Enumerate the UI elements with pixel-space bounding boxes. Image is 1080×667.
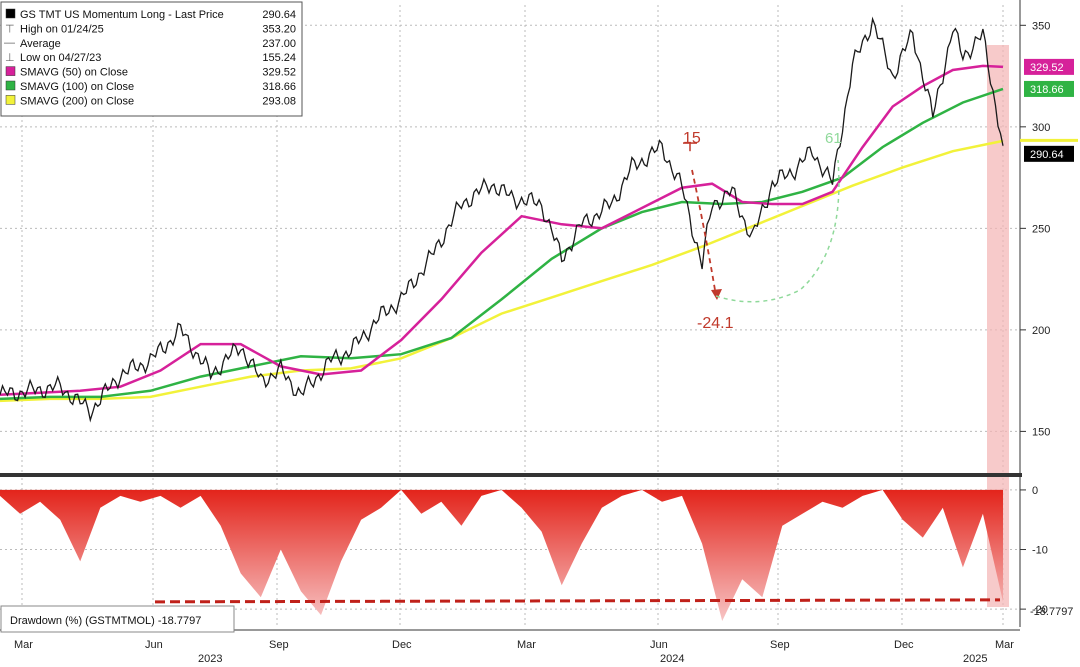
lower-legend-text: Drawdown (%) (GSTMTMOL) -18.7797 <box>10 615 201 627</box>
drawdown-last-label: -18.7797 <box>1030 606 1073 618</box>
last-value-label: 329.52 <box>1030 62 1064 74</box>
series-line-price <box>0 16 1004 423</box>
x-year-label: 2023 <box>198 653 222 665</box>
lower-legend: Drawdown (%) (GSTMTMOL) -18.7797 <box>0 605 235 633</box>
y-tick-label: 200 <box>1032 325 1050 337</box>
x-month-label: Dec <box>392 639 412 651</box>
x-month-label: Mar <box>517 639 536 651</box>
annotation-rebound-curve <box>715 159 840 303</box>
annotation-61: 61 <box>825 130 842 147</box>
legend-label: SMAVG (100) on Close <box>20 81 134 93</box>
legend-value: 290.64 <box>262 9 296 21</box>
legend-label: SMAVG (50) on Close <box>20 67 128 79</box>
y-tick-label-lower: -20 <box>1032 604 1048 616</box>
legend-swatch <box>5 8 16 19</box>
legend-value: 318.66 <box>262 81 296 93</box>
series-line-smavg-50- <box>0 64 1004 397</box>
legend-swatch <box>5 95 16 105</box>
drawdown-area <box>0 489 1003 621</box>
legend-box <box>0 1 303 117</box>
smavg200-axis-marker <box>1020 138 1078 142</box>
y-axis-right: 350 300 250 200 150 0 -10 -20 329.52 318.66 290.64… <box>1019 0 1078 627</box>
x-month-label: Dec <box>894 639 914 651</box>
series-line-smavg-100- <box>0 87 1004 401</box>
legend-avg-icon: — <box>4 37 15 49</box>
x-month-label: Jun <box>650 639 668 651</box>
drawdown-reference-line <box>154 598 1001 604</box>
annotation-15: 15 <box>683 130 701 147</box>
x-year-label: 2024 <box>660 653 684 665</box>
y-tick-label: 150 <box>1032 426 1050 438</box>
recent-selloff-band <box>987 45 1009 607</box>
annotation-minus-24: -24.1 <box>697 315 734 332</box>
x-month-label: Jun <box>145 639 163 651</box>
y-tick-label-lower: -10 <box>1032 545 1048 557</box>
legend-value: 155.24 <box>262 52 296 64</box>
legend-label: Low on 04/27/23 <box>20 52 101 64</box>
last-value-box <box>1024 58 1074 75</box>
annotation-drop-arrow <box>691 169 717 297</box>
annotation-drop-arrowhead <box>711 289 722 300</box>
last-value-label: 290.64 <box>1030 149 1064 161</box>
x-month-label: Sep <box>269 639 289 651</box>
y-tick-label: 350 <box>1032 20 1050 32</box>
x-month-label: Sep <box>770 639 790 651</box>
legend-value: 329.52 <box>262 67 296 79</box>
lower-legend-box <box>0 605 235 633</box>
legend-label: SMAVG (200) on Close <box>20 95 134 107</box>
y-tick-label: 250 <box>1032 223 1050 235</box>
legend-value: 353.20 <box>262 23 296 35</box>
last-value-label: 318.66 <box>1030 84 1064 96</box>
pane-separator <box>0 473 1022 477</box>
legend-swatch <box>5 80 16 91</box>
y-tick-label-lower: 0 <box>1032 485 1038 497</box>
legend-value: 237.00 <box>262 38 296 50</box>
x-month-label: Mar <box>14 639 33 651</box>
legend-value: 293.08 <box>262 95 296 107</box>
legend-label: Average <box>20 38 61 50</box>
last-value-box <box>1024 145 1074 162</box>
y-tick-label: 300 <box>1032 122 1050 134</box>
x-axis: Mar Jun Sep Dec Mar Jun Sep Dec Mar 2023 2024 2025 <box>0 629 1020 665</box>
legend-high-icon: ⊤ <box>5 23 15 35</box>
upper-legend: GS TMT US Momentum Long - Last Price 290.… <box>0 1 303 117</box>
series-line-smavg-200- <box>0 139 1004 403</box>
legend-label: GS TMT US Momentum Long - Last Price <box>20 9 224 21</box>
legend-label: High on 01/24/25 <box>20 23 104 35</box>
x-year-label: 2025 <box>963 653 987 665</box>
x-month-label: Mar <box>995 639 1014 651</box>
legend-low-icon: ⊥ <box>5 52 15 64</box>
legend-swatch <box>5 66 16 76</box>
last-value-box <box>1024 80 1074 97</box>
